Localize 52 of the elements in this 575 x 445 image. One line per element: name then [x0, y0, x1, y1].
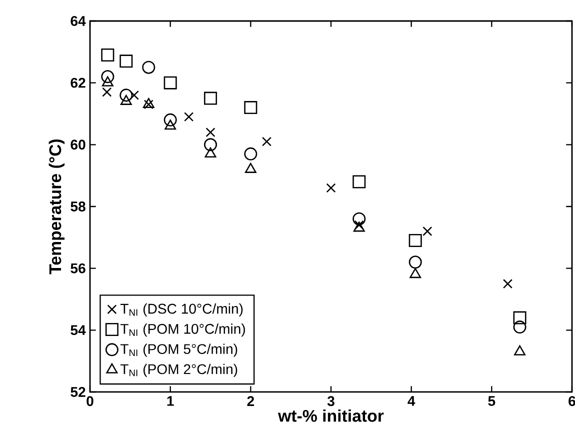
y-tick-label: 54 — [70, 325, 86, 336]
point — [204, 138, 217, 152]
y-tick-label: 58 — [70, 202, 86, 212]
point — [204, 147, 216, 158]
point — [120, 94, 132, 105]
x-axis-title: wt-% initiator — [278, 409, 384, 422]
x-tick-label: 4 — [408, 396, 416, 406]
point — [408, 234, 422, 247]
point — [422, 226, 432, 236]
point — [410, 268, 422, 278]
x-tick-label: 1 — [167, 396, 174, 406]
legend-label: T$_{NI}$ (POM 5°C/min) — [120, 344, 238, 357]
point — [129, 90, 139, 100]
point — [101, 70, 114, 84]
x-tick-label: 0 — [86, 396, 94, 406]
point — [244, 101, 258, 114]
point — [244, 162, 256, 173]
y-tick-label: 60 — [70, 140, 86, 150]
x-tick-label: 6 — [568, 396, 575, 406]
point — [164, 113, 177, 126]
point — [514, 345, 526, 356]
point — [513, 320, 526, 334]
x-tick-label: 5 — [488, 396, 496, 406]
point — [164, 76, 177, 90]
point — [513, 311, 526, 324]
point — [120, 88, 133, 102]
point — [206, 128, 216, 138]
legend-label: T$_{NI}$ (DSC 10°C/min) — [120, 303, 243, 316]
y-tick-label: 56 — [70, 263, 86, 274]
point — [352, 212, 366, 226]
point — [164, 120, 176, 130]
point — [102, 87, 112, 97]
point — [502, 278, 513, 289]
point — [262, 136, 272, 146]
point — [120, 54, 133, 68]
point — [326, 183, 336, 193]
point — [408, 256, 422, 269]
point — [244, 147, 258, 160]
point — [184, 112, 194, 122]
point — [142, 60, 156, 74]
point — [102, 76, 114, 86]
y-axis-title: Temperature (°C) — [48, 139, 65, 274]
point — [204, 92, 217, 105]
legend-label: T$_{NI}$ (POM 2°C/min) — [120, 364, 238, 377]
point — [101, 48, 114, 62]
point — [352, 175, 366, 188]
x-tick-label: 2 — [247, 396, 254, 406]
y-tick-label: 52 — [70, 387, 86, 397]
y-tick-label: 64 — [70, 16, 86, 26]
x-tick-label: 3 — [327, 396, 334, 406]
legend-label: T$_{NI}$ (POM 10°C/min) — [120, 324, 245, 337]
y-tick-label: 62 — [70, 78, 86, 88]
